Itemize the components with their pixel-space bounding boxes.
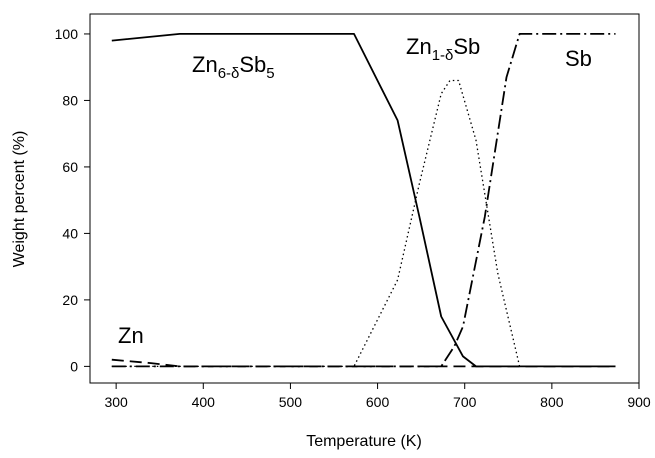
series-label-zn: Zn bbox=[118, 323, 144, 348]
x-axis-label: Temperature (K) bbox=[306, 433, 422, 450]
x-tick-label-500: 500 bbox=[279, 394, 303, 410]
plot-frame bbox=[89, 13, 640, 384]
series-line-zn6-sb5 bbox=[111, 33, 616, 368]
x-tick-label-600: 600 bbox=[366, 394, 390, 410]
y-tick-label-80: 80 bbox=[62, 92, 78, 108]
y-tick-label-100: 100 bbox=[55, 26, 79, 42]
y-tick-label-0: 0 bbox=[70, 358, 78, 374]
series-line-zn bbox=[111, 358, 616, 368]
series-line-zn1-sb bbox=[111, 79, 616, 368]
series-label-zn1-sb: Zn1-δSb bbox=[406, 34, 480, 64]
series-label-zn6-sb5: Zn6-δSb5 bbox=[192, 52, 275, 82]
series-line-sb bbox=[111, 33, 616, 368]
y-axis-label: Weight percent (%) bbox=[11, 131, 28, 268]
x-tick-label-700: 700 bbox=[453, 394, 477, 410]
x-tick-label-300: 300 bbox=[104, 394, 128, 410]
x-tick-label-900: 900 bbox=[627, 394, 651, 410]
series-group bbox=[111, 33, 616, 368]
x-tick-label-800: 800 bbox=[540, 394, 564, 410]
y-tick-label-40: 40 bbox=[62, 225, 78, 241]
series-label-group: Zn6-δSb5 Zn1-δSb Sb Zn bbox=[118, 34, 592, 348]
y-tick-label-20: 20 bbox=[62, 292, 78, 308]
x-tick-label-400: 400 bbox=[192, 394, 216, 410]
series-label-sb: Sb bbox=[565, 46, 592, 71]
y-tick-label-60: 60 bbox=[62, 159, 78, 175]
tick-group: 300 400 500 600 700 800 900 0 20 40 60 80 100 bbox=[55, 26, 651, 410]
